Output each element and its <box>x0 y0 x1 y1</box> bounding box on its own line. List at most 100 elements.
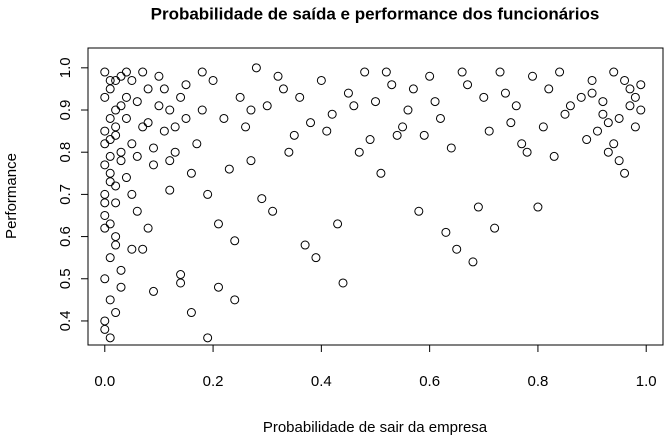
point <box>544 84 554 94</box>
point <box>154 71 164 81</box>
point <box>154 101 164 111</box>
point <box>111 130 121 140</box>
point <box>186 168 196 178</box>
point <box>138 244 148 254</box>
point <box>333 219 343 229</box>
point <box>316 75 326 85</box>
point <box>533 202 543 212</box>
point <box>100 324 110 334</box>
point <box>343 88 353 98</box>
point <box>587 88 597 98</box>
point <box>149 143 159 153</box>
point <box>100 67 110 77</box>
point <box>138 67 148 77</box>
point <box>235 92 245 102</box>
point <box>121 92 131 102</box>
point <box>100 189 110 199</box>
point <box>100 139 110 149</box>
point <box>127 139 137 149</box>
point <box>452 244 462 254</box>
point <box>127 244 137 254</box>
point <box>100 316 110 326</box>
point <box>100 198 110 208</box>
point <box>560 109 570 119</box>
point <box>116 265 126 275</box>
point <box>121 113 131 123</box>
point <box>111 122 121 132</box>
y-tick-label: 0.6 <box>57 226 74 247</box>
point <box>116 156 126 166</box>
point <box>614 113 624 123</box>
point <box>100 126 110 136</box>
point <box>636 105 646 115</box>
point <box>289 130 299 140</box>
point <box>506 118 516 128</box>
point <box>170 147 180 157</box>
point <box>484 126 494 136</box>
point <box>181 113 191 123</box>
point <box>473 202 483 212</box>
point <box>111 181 121 191</box>
point <box>159 84 169 94</box>
point <box>257 194 267 204</box>
point <box>636 80 646 90</box>
point <box>403 105 413 115</box>
point <box>100 274 110 284</box>
point <box>300 240 310 250</box>
point <box>105 177 115 187</box>
point <box>419 130 429 140</box>
point <box>528 71 538 81</box>
plot-box <box>87 47 664 346</box>
point <box>176 92 186 102</box>
point <box>278 84 288 94</box>
point <box>587 75 597 85</box>
point <box>576 92 586 102</box>
point <box>349 101 359 111</box>
point <box>360 67 370 77</box>
point <box>398 122 408 132</box>
point <box>327 109 337 119</box>
point <box>251 63 261 73</box>
point <box>105 84 115 94</box>
point <box>208 75 218 85</box>
point <box>213 219 223 229</box>
point <box>111 308 121 318</box>
point <box>354 147 364 157</box>
point <box>598 109 608 119</box>
point <box>446 143 456 153</box>
y-tick-label: 0.7 <box>57 184 74 205</box>
point <box>441 227 451 237</box>
y-tick-label: 0.5 <box>57 268 74 289</box>
point <box>592 126 602 136</box>
point <box>186 308 196 318</box>
point <box>246 105 256 115</box>
point <box>630 92 640 102</box>
point <box>105 253 115 263</box>
point <box>522 147 532 157</box>
point <box>230 236 240 246</box>
point <box>100 160 110 170</box>
y-tick-label: 1.0 <box>57 57 74 78</box>
point <box>121 67 131 77</box>
x-tick-label: 0.4 <box>311 373 332 390</box>
point <box>213 282 223 292</box>
x-tick-label: 0.2 <box>203 373 224 390</box>
point <box>105 219 115 229</box>
point <box>322 126 332 136</box>
point <box>192 139 202 149</box>
x-tick-label: 0.0 <box>94 373 115 390</box>
point <box>176 278 186 288</box>
point <box>197 105 207 115</box>
point <box>381 67 391 77</box>
point <box>116 147 126 157</box>
point <box>116 101 126 111</box>
point <box>121 173 131 183</box>
point <box>457 67 467 77</box>
x-tick-label: 1.0 <box>636 373 657 390</box>
point <box>338 278 348 288</box>
point <box>100 223 110 233</box>
point <box>273 71 283 81</box>
point <box>387 80 397 90</box>
point <box>143 118 153 128</box>
point <box>468 257 478 267</box>
